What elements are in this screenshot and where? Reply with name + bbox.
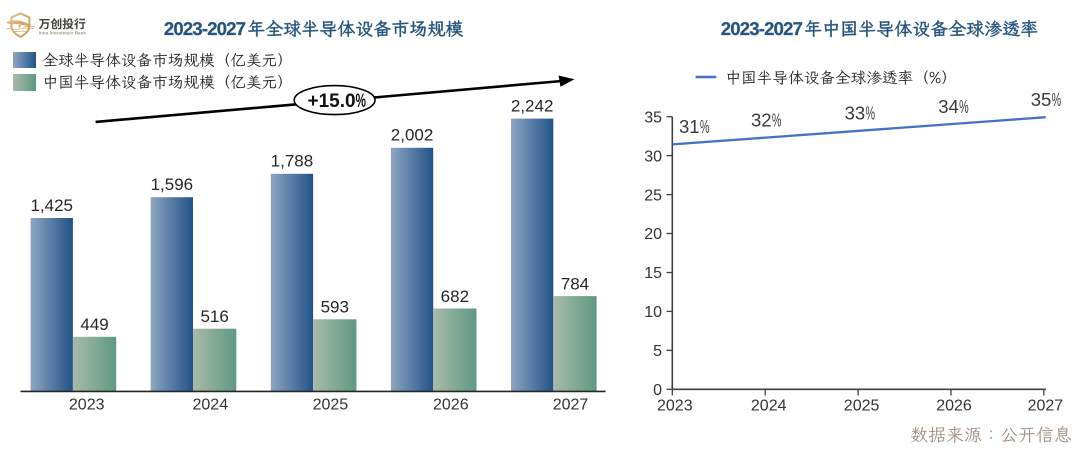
svg-text:1,788: 1,788 bbox=[271, 152, 314, 171]
svg-text:%: % bbox=[959, 97, 969, 118]
svg-text:2024: 2024 bbox=[193, 397, 229, 414]
svg-text:31: 31 bbox=[679, 116, 700, 137]
svg-text:682: 682 bbox=[441, 287, 469, 306]
svg-text:35: 35 bbox=[1031, 89, 1052, 110]
svg-text:2025: 2025 bbox=[844, 398, 880, 415]
svg-text:33: 33 bbox=[845, 103, 866, 124]
svg-text:2027: 2027 bbox=[1028, 398, 1064, 415]
svg-text:449: 449 bbox=[80, 315, 108, 334]
svg-text:10: 10 bbox=[644, 304, 662, 321]
svg-text:2023: 2023 bbox=[657, 398, 693, 415]
svg-text:35: 35 bbox=[644, 109, 662, 126]
svg-text:2023: 2023 bbox=[69, 397, 105, 414]
svg-text:1,596: 1,596 bbox=[151, 175, 194, 194]
svg-text:15: 15 bbox=[644, 265, 662, 282]
svg-text:30: 30 bbox=[644, 148, 662, 165]
svg-text:1,425: 1,425 bbox=[30, 196, 73, 215]
svg-text:25: 25 bbox=[644, 187, 662, 204]
svg-text:2026: 2026 bbox=[936, 398, 972, 415]
svg-text:%: % bbox=[356, 91, 366, 111]
svg-text:2,242: 2,242 bbox=[511, 96, 554, 115]
svg-text:%: % bbox=[700, 117, 710, 138]
svg-text:%: % bbox=[772, 110, 782, 131]
svg-text:%: % bbox=[1052, 90, 1062, 111]
svg-text:%: % bbox=[866, 104, 876, 125]
svg-text:2025: 2025 bbox=[313, 397, 349, 414]
svg-text:2024: 2024 bbox=[751, 398, 787, 415]
svg-text:5: 5 bbox=[653, 343, 662, 360]
svg-text:0: 0 bbox=[653, 382, 662, 399]
svg-text:+15.0: +15.0 bbox=[308, 91, 356, 112]
svg-text:2026: 2026 bbox=[433, 397, 469, 414]
svg-text:32: 32 bbox=[751, 109, 772, 130]
svg-text:593: 593 bbox=[321, 298, 349, 317]
svg-text:20: 20 bbox=[644, 226, 662, 243]
svg-text:516: 516 bbox=[200, 307, 228, 326]
svg-text:34: 34 bbox=[938, 96, 959, 117]
svg-text:2,002: 2,002 bbox=[391, 126, 434, 145]
svg-text:2027: 2027 bbox=[553, 397, 589, 414]
svg-text:784: 784 bbox=[561, 275, 589, 294]
